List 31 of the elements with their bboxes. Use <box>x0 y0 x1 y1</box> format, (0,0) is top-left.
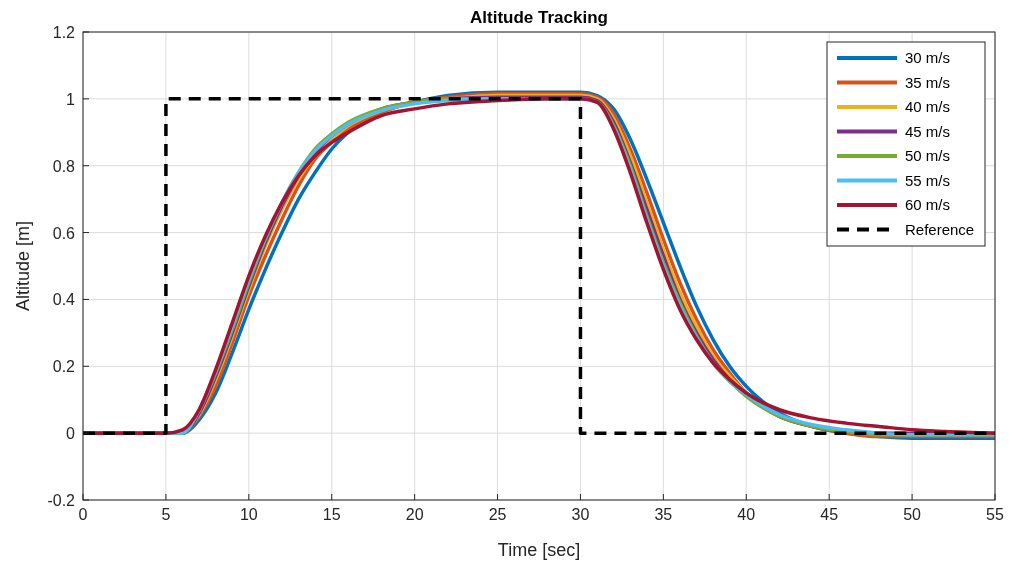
chart-title: Altitude Tracking <box>470 8 608 27</box>
legend-label: 40 m/s <box>905 98 951 115</box>
x-tick-label: 35 <box>654 506 673 523</box>
x-tick-label: 30 <box>571 506 590 523</box>
y-tick-label: -0.2 <box>47 492 76 509</box>
y-axis-title: Altitude [m] <box>13 220 33 312</box>
x-axis-title: Time [sec] <box>497 540 581 560</box>
legend-label: 30 m/s <box>905 49 951 66</box>
legend-label: Reference <box>905 220 975 238</box>
y-tick-label: 0.8 <box>52 157 76 175</box>
y-tick-label: 0.2 <box>52 358 76 376</box>
legend-label: 55 m/s <box>905 171 951 189</box>
x-tick-label: 45 <box>820 506 839 523</box>
y-tick-label: 1.2 <box>52 24 76 41</box>
y-tick-label: 1 <box>66 90 76 108</box>
x-tick-label: 20 <box>405 506 424 523</box>
legend-label: 45 m/s <box>905 122 951 140</box>
x-tick-label: 40 <box>737 506 756 523</box>
y-tick-label: 0.6 <box>52 224 76 242</box>
y-tick-label: 0.4 <box>52 291 76 309</box>
legend-label: 35 m/s <box>905 73 951 91</box>
legend-label: 50 m/s <box>905 147 951 164</box>
y-tick-label: 0 <box>66 425 76 443</box>
x-tick-label: 55 <box>986 506 1004 523</box>
legend-label: 60 m/s <box>905 196 951 213</box>
x-tick-label: 0 <box>78 506 88 523</box>
x-tick-label: 5 <box>161 506 171 523</box>
x-tick-label: 50 <box>903 506 922 523</box>
x-tick-label: 25 <box>488 506 507 523</box>
x-tick-label: 10 <box>239 506 258 523</box>
x-tick-label: 15 <box>322 506 341 523</box>
